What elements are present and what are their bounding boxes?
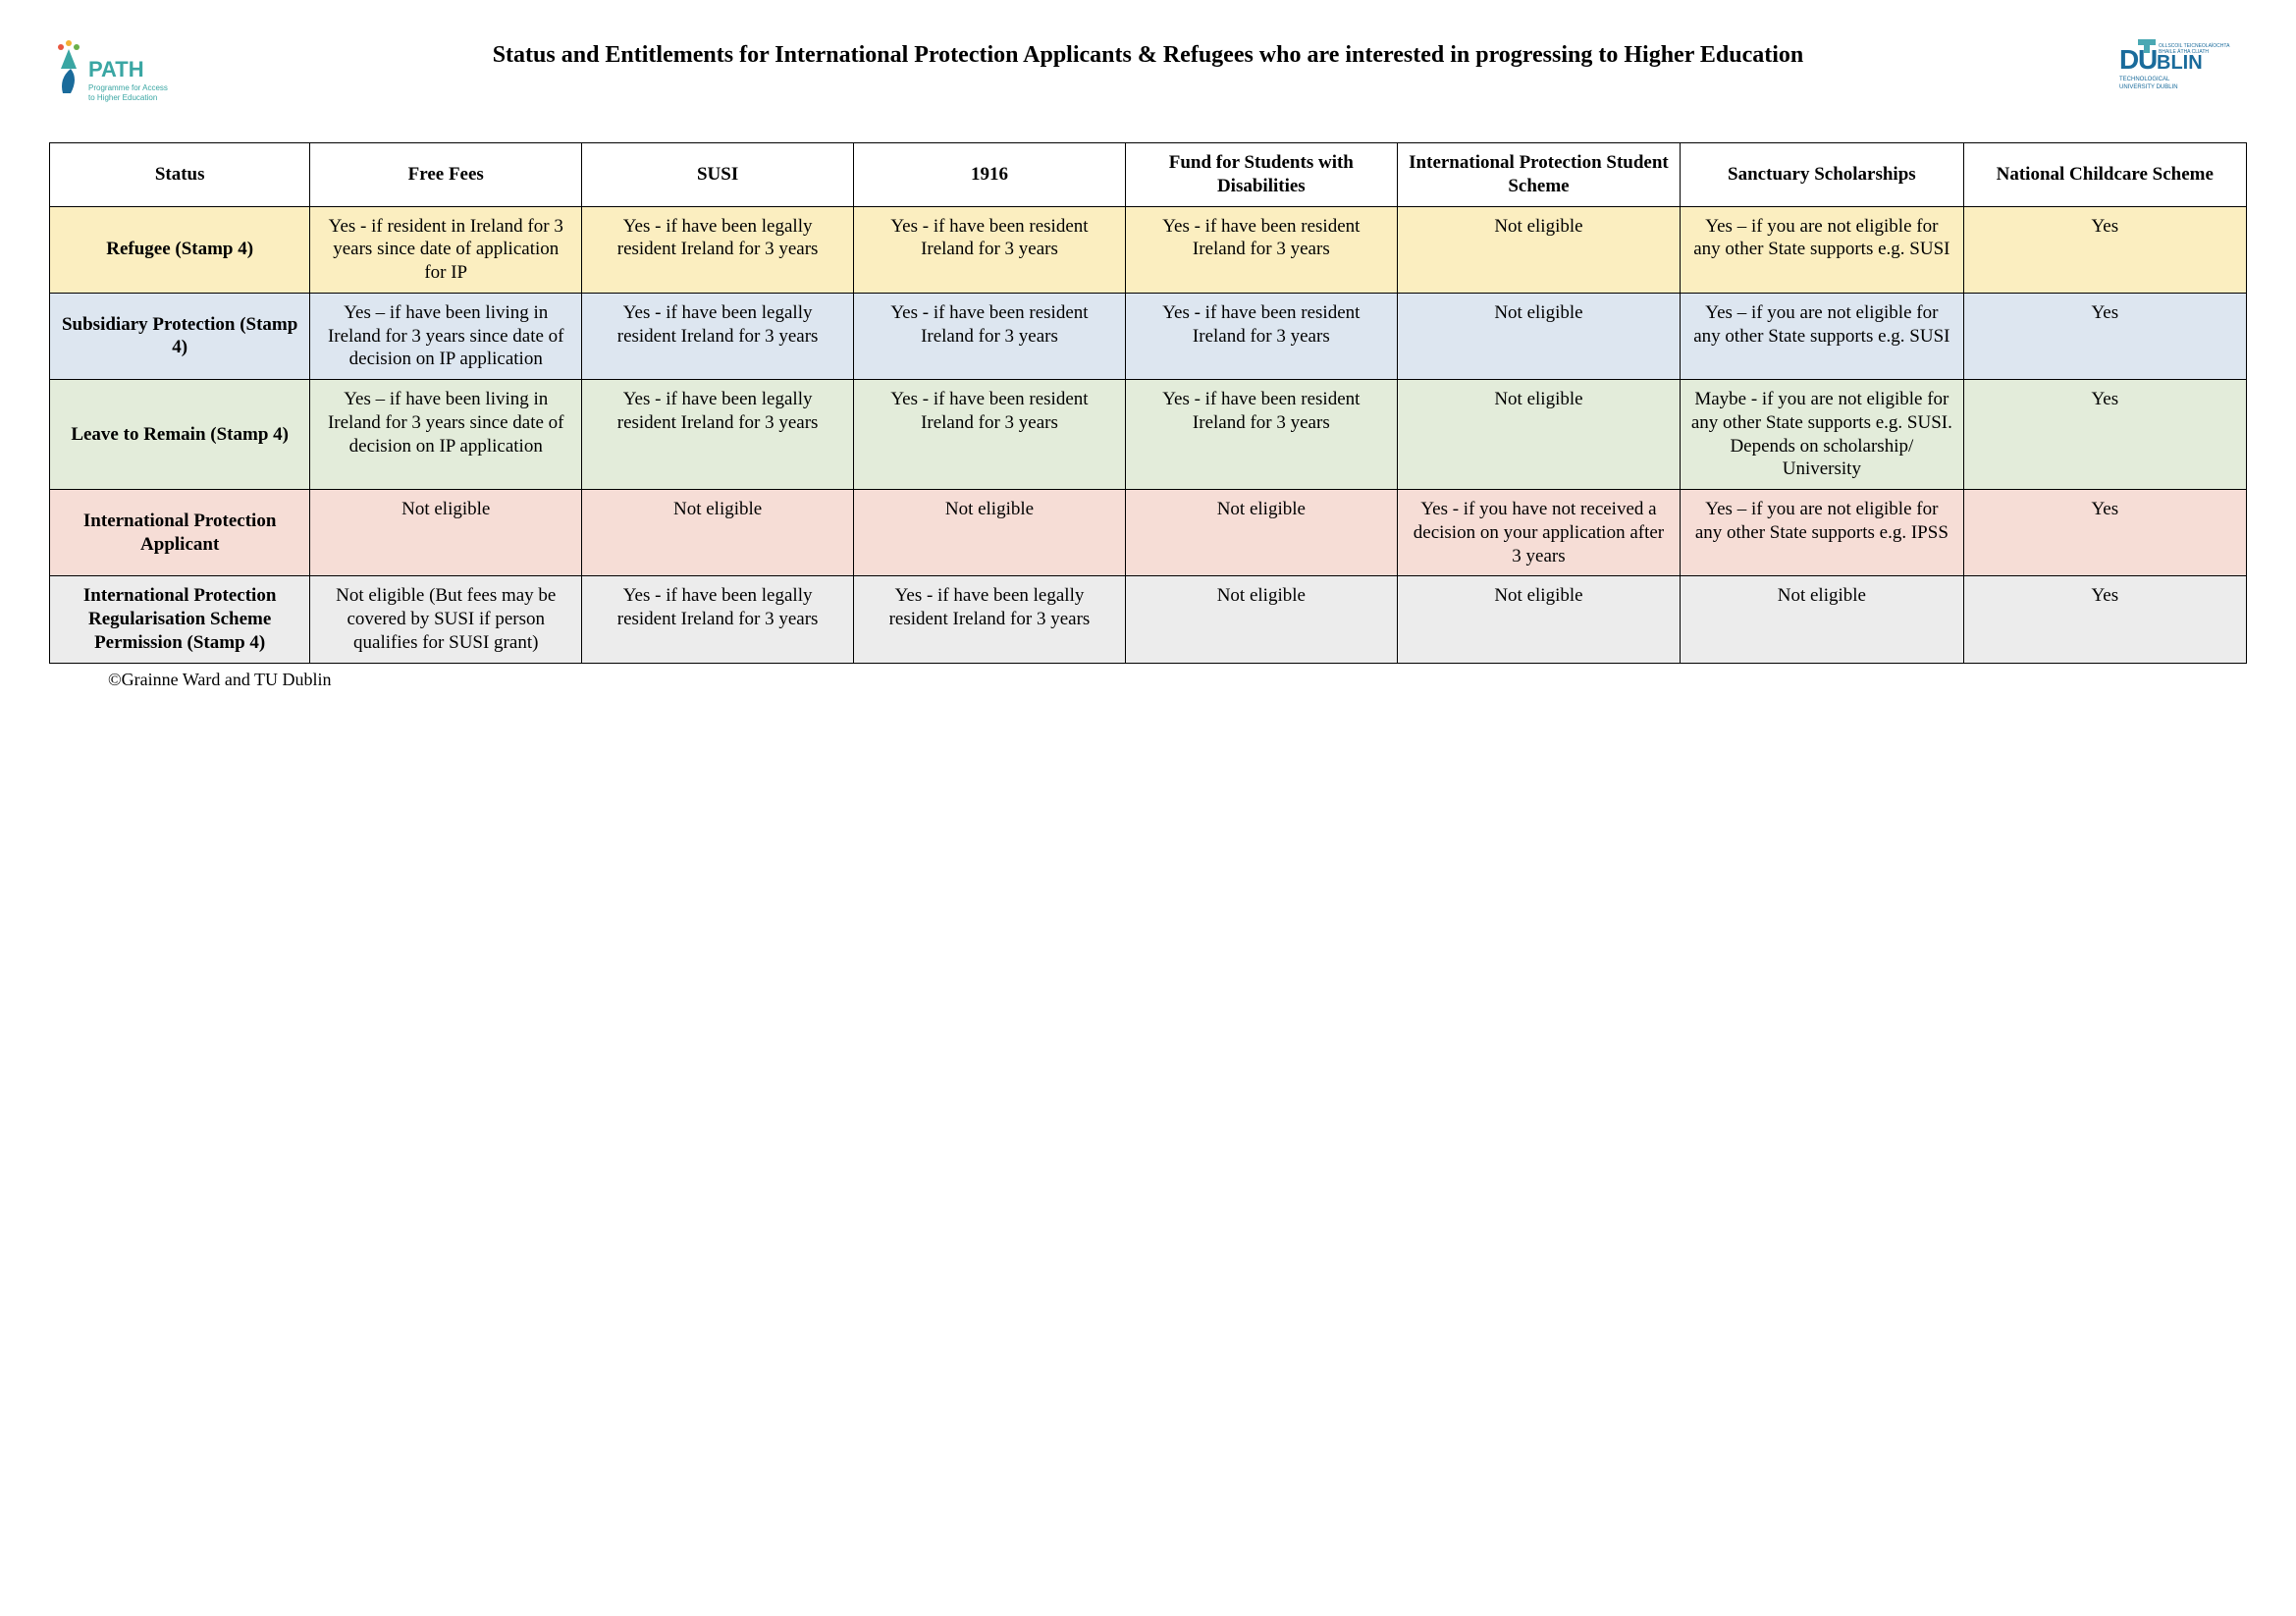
status-cell: Leave to Remain (Stamp 4) [50,380,310,490]
data-cell: Yes – if you are not eligible for any ot… [1681,206,1963,293]
entitlements-table: StatusFree FeesSUSI1916Fund for Students… [49,142,2247,664]
data-cell: Yes – if have been living in Ireland for… [310,293,582,379]
status-cell: International Protection Regularisation … [50,576,310,663]
column-header: International Protection Student Scheme [1397,143,1680,207]
data-cell: Not eligible [1125,490,1397,576]
svg-text:OLLSCOIL TEICNEOLAÍOCHTA: OLLSCOIL TEICNEOLAÍOCHTA [2159,42,2230,49]
column-header: SUSI [582,143,854,207]
data-cell: Yes - if you have not received a decisio… [1397,490,1680,576]
table-row: Leave to Remain (Stamp 4)Yes – if have b… [50,380,2247,490]
data-cell: Yes - if have been resident Ireland for … [1125,206,1397,293]
data-cell: Yes - if have been legally resident Irel… [854,576,1126,663]
data-cell: Not eligible [1397,380,1680,490]
table-row: Subsidiary Protection (Stamp 4)Yes – if … [50,293,2247,379]
data-cell: Not eligible (But fees may be covered by… [310,576,582,663]
svg-text:to Higher Education: to Higher Education [88,93,157,102]
svg-text:BLIN: BLIN [2157,52,2203,74]
footer-credit: ©Grainne Ward and TU Dublin [49,670,2247,690]
column-header: Free Fees [310,143,582,207]
path-logo: PATH Programme for Access to Higher Educ… [49,39,177,123]
svg-text:D: D [2119,44,2139,75]
page-title: Status and Entitlements for Internationa… [196,39,2100,71]
column-header: 1916 [854,143,1126,207]
data-cell: Yes [1963,380,2246,490]
data-cell: Yes – if you are not eligible for any ot… [1681,490,1963,576]
status-cell: Subsidiary Protection (Stamp 4) [50,293,310,379]
data-cell: Not eligible [1397,576,1680,663]
data-cell: Not eligible [1397,206,1680,293]
data-cell: Yes - if have been legally resident Irel… [582,576,854,663]
data-cell: Not eligible [310,490,582,576]
column-header: Fund for Students with Disabilities [1125,143,1397,207]
column-header: National Childcare Scheme [1963,143,2246,207]
svg-text:BHAILE ÁTHA CLIATH: BHAILE ÁTHA CLIATH [2159,48,2209,55]
table-row: International Protection Regularisation … [50,576,2247,663]
data-cell: Not eligible [854,490,1126,576]
data-cell: Maybe - if you are not eligible for any … [1681,380,1963,490]
svg-text:Programme for Access: Programme for Access [88,83,168,92]
data-cell: Not eligible [1125,576,1397,663]
table-row: International Protection ApplicantNot el… [50,490,2247,576]
data-cell: Yes - if have been legally resident Irel… [582,293,854,379]
data-cell: Yes – if have been living in Ireland for… [310,380,582,490]
data-cell: Yes - if have been resident Ireland for … [854,380,1126,490]
table-header-row: StatusFree FeesSUSI1916Fund for Students… [50,143,2247,207]
data-cell: Not eligible [1397,293,1680,379]
status-cell: International Protection Applicant [50,490,310,576]
data-cell: Yes [1963,293,2246,379]
data-cell: Yes - if have been resident Ireland for … [1125,293,1397,379]
column-header: Status [50,143,310,207]
tudublin-logo: D U BLIN OLLSCOIL TEICNEOLAÍOCHTA BHAILE… [2119,39,2247,113]
svg-text:PATH: PATH [88,57,144,81]
data-cell: Yes – if you are not eligible for any ot… [1681,293,1963,379]
column-header: Sanctuary Scholarships [1681,143,1963,207]
svg-text:TECHNOLOGICAL: TECHNOLOGICAL [2119,77,2170,82]
data-cell: Yes [1963,490,2246,576]
status-cell: Refugee (Stamp 4) [50,206,310,293]
document-header: PATH Programme for Access to Higher Educ… [49,39,2247,123]
table-row: Refugee (Stamp 4)Yes - if resident in Ir… [50,206,2247,293]
svg-text:UNIVERSITY DUBLIN: UNIVERSITY DUBLIN [2119,84,2178,90]
data-cell: Yes - if have been resident Ireland for … [854,293,1126,379]
data-cell: Not eligible [582,490,854,576]
data-cell: Yes - if have been resident Ireland for … [1125,380,1397,490]
data-cell: Not eligible [1681,576,1963,663]
data-cell: Yes - if have been legally resident Irel… [582,206,854,293]
data-cell: Yes - if resident in Ireland for 3 years… [310,206,582,293]
data-cell: Yes - if have been resident Ireland for … [854,206,1126,293]
data-cell: Yes - if have been legally resident Irel… [582,380,854,490]
data-cell: Yes [1963,206,2246,293]
data-cell: Yes [1963,576,2246,663]
